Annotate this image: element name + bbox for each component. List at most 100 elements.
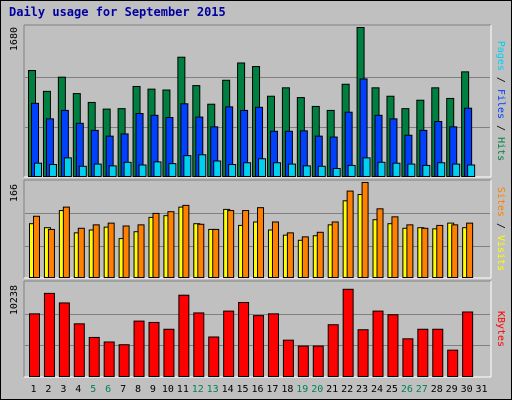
kbytes-bar-4	[73, 323, 85, 378]
pages-bar-27	[422, 164, 431, 178]
legend-kbytes: KBytes	[495, 311, 506, 347]
kbytes-bar-2	[43, 292, 55, 377]
legend-kbytes: KBytes	[495, 311, 506, 347]
pages-bar-14	[228, 164, 237, 177]
x-tick-label-6: 6	[105, 384, 111, 395]
pages-bar-17	[272, 162, 281, 177]
kbytes-bar-17	[267, 313, 279, 378]
kbytes-bar-7	[118, 344, 130, 378]
pages-bar-18	[287, 163, 296, 177]
x-tick-label-29: 29	[446, 384, 458, 395]
pages-bar-9	[153, 161, 162, 178]
kbytes-bar-26	[402, 338, 414, 378]
pages-bar-16	[258, 158, 267, 177]
kbytes-bar-3	[58, 302, 70, 377]
legend-sites: Sites	[495, 187, 506, 217]
kbytes-bar-28	[432, 328, 444, 378]
sites-bar-3	[62, 206, 70, 278]
pages-bar-28	[437, 162, 446, 177]
y-max-label-sites: 166	[9, 184, 20, 202]
sites-bar-18	[286, 232, 294, 279]
sites-bar-24	[376, 208, 384, 278]
x-tick-label-4: 4	[75, 384, 81, 395]
sites-bar-2	[47, 228, 55, 278]
pages-bar-4	[78, 165, 87, 178]
kbytes-bar-19	[297, 345, 309, 377]
pages-bar-15	[243, 162, 252, 177]
x-tick-label-28: 28	[431, 384, 443, 395]
x-tick-label-24: 24	[371, 384, 383, 395]
legend-pages: Pages	[495, 41, 506, 71]
pages-bar-5	[93, 163, 102, 177]
legend-hits-files-pages: Pages / Files / Hits	[495, 41, 506, 161]
sites-bar-6	[107, 222, 115, 278]
sites-bar-17	[271, 221, 279, 278]
y-max-label-hits: 1680	[9, 27, 20, 51]
pages-bar-29	[452, 163, 461, 177]
sites-bar-12	[197, 223, 205, 279]
y-max-label-kbytes: 10238	[9, 285, 20, 315]
sites-bar-30	[466, 222, 474, 278]
sites-bar-16	[257, 207, 265, 278]
sites-bar-4	[77, 227, 85, 278]
x-tick-label-2: 2	[45, 384, 51, 395]
x-tick-label-12: 12	[192, 384, 204, 395]
kbytes-bar-8	[133, 320, 145, 377]
pages-bar-30	[467, 164, 476, 178]
x-tick-label-3: 3	[60, 384, 66, 395]
kbytes-bar-16	[253, 315, 265, 377]
kbytes-bar-25	[387, 314, 399, 378]
sites-bar-19	[301, 236, 309, 279]
x-tick-label-31: 31	[476, 384, 488, 395]
kbytes-bar-10	[163, 328, 175, 378]
x-tick-label-25: 25	[386, 384, 398, 395]
pages-bar-11	[183, 155, 192, 178]
sites-bar-5	[92, 224, 100, 278]
kbytes-bar-6	[103, 341, 115, 377]
pages-bar-3	[63, 157, 72, 177]
sites-bar-21	[331, 221, 339, 278]
x-tick-label-21: 21	[326, 384, 338, 395]
x-tick-label-15: 15	[237, 384, 249, 395]
x-tick-label-14: 14	[222, 384, 234, 395]
x-tick-label-8: 8	[135, 384, 141, 395]
pages-bar-23	[362, 157, 371, 177]
kbytes-bar-5	[88, 336, 100, 377]
pages-bar-8	[138, 164, 147, 178]
pages-bar-10	[168, 163, 177, 177]
sites-bar-22	[346, 190, 354, 278]
pages-bar-6	[108, 165, 117, 178]
x-tick-label-5: 5	[90, 384, 96, 395]
pages-bar-2	[48, 164, 57, 177]
x-tick-label-20: 20	[311, 384, 323, 395]
kbytes-bar-14	[223, 310, 235, 377]
x-tick-label-16: 16	[251, 384, 263, 395]
x-tick-label-22: 22	[341, 384, 353, 395]
kbytes-bar-21	[327, 324, 339, 378]
sites-bar-9	[152, 212, 160, 278]
pages-bar-20	[317, 165, 326, 178]
pages-bar-22	[347, 164, 356, 178]
x-tick-label-27: 27	[416, 384, 428, 395]
x-tick-label-17: 17	[266, 384, 278, 395]
sites-bar-25	[391, 216, 399, 279]
kbytes-bar-24	[372, 310, 384, 377]
x-tick-label-19: 19	[296, 384, 308, 395]
kbytes-bar-22	[342, 288, 354, 377]
pages-bar-24	[377, 161, 386, 178]
sites-bar-7	[122, 225, 130, 278]
kbytes-bar-15	[238, 301, 250, 377]
legend-sites-visits: Sites / Visits	[495, 187, 506, 271]
sites-bar-26	[406, 224, 414, 278]
sites-bar-1	[33, 215, 40, 278]
pages-bar-1	[34, 162, 42, 177]
kbytes-bar-27	[417, 328, 429, 378]
chart-title: Daily usage for September 2015	[9, 5, 226, 19]
kbytes-bar-30	[462, 311, 474, 377]
legend-visits: Visits	[495, 235, 506, 271]
sites-bar-23	[361, 182, 369, 278]
kbytes-bar-13	[208, 336, 220, 377]
pages-bar-7	[123, 161, 132, 178]
x-tick-label-1: 1	[30, 384, 36, 395]
